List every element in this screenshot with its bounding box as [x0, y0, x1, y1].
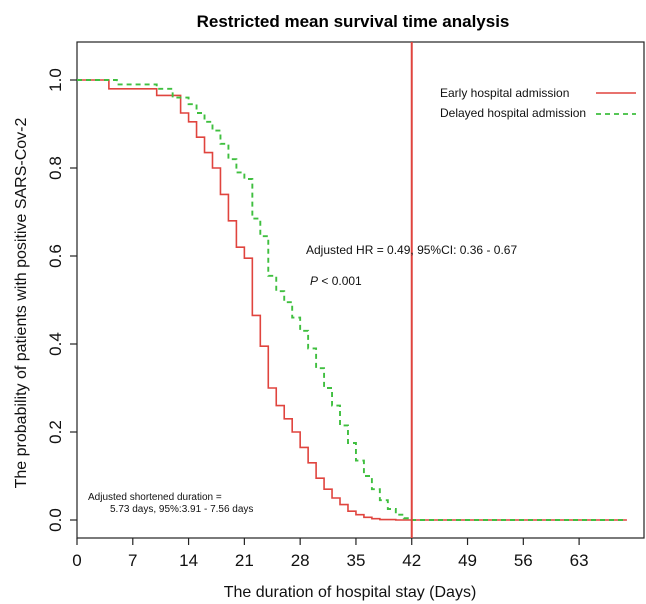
y-tick-label: 0.2 — [46, 420, 65, 444]
duration-annotation-line2: 5.73 days, 95%:3.91 - 7.56 days — [110, 504, 253, 515]
series-line-early-admission — [77, 79, 627, 521]
chart-title: Restricted mean survival time analysis — [197, 12, 510, 31]
legend: Early hospital admission Delayed hospita… — [440, 86, 636, 120]
p-value-text: < 0.001 — [318, 274, 362, 288]
x-tick-label: 63 — [570, 551, 589, 570]
y-tick-label: 0.6 — [46, 244, 65, 268]
x-axis-title: The duration of hospital stay (Days) — [224, 584, 477, 601]
series-line-delayed-admission — [77, 79, 627, 521]
x-tick-label: 21 — [235, 551, 254, 570]
x-tick-label: 7 — [128, 551, 137, 570]
x-tick-label: 35 — [346, 551, 365, 570]
y-axis: 0.0 0.2 0.4 0.6 0.8 1.0 — [46, 68, 77, 532]
y-tick-label: 0.8 — [46, 156, 65, 180]
plot-frame — [76, 41, 645, 539]
y-tick-label: 0.0 — [46, 508, 65, 532]
x-tick-label: 56 — [514, 551, 533, 570]
x-tick-label: 42 — [402, 551, 421, 570]
x-tick-label: 0 — [72, 551, 81, 570]
y-tick-label: 0.4 — [46, 332, 65, 356]
x-axis: 0 7 14 21 28 35 42 49 56 63 — [72, 538, 589, 570]
legend-label-early: Early hospital admission — [440, 86, 569, 100]
series-layer — [77, 79, 627, 521]
x-tick-label: 49 — [458, 551, 477, 570]
legend-label-delayed: Delayed hospital admission — [440, 106, 586, 120]
y-axis-title: The probability of patients with positiv… — [13, 117, 30, 488]
x-tick-label: 28 — [291, 551, 310, 570]
x-tick-label: 14 — [179, 551, 198, 570]
duration-annotation-line1: Adjusted shortened duration = — [88, 492, 222, 503]
y-tick-label: 1.0 — [46, 68, 65, 92]
p-value-annotation: P < 0.001 — [310, 274, 362, 288]
hazard-ratio-annotation: Adjusted HR = 0.49, 95%CI: 0.36 - 0.67 — [306, 243, 517, 257]
p-value-symbol: P — [310, 274, 318, 288]
